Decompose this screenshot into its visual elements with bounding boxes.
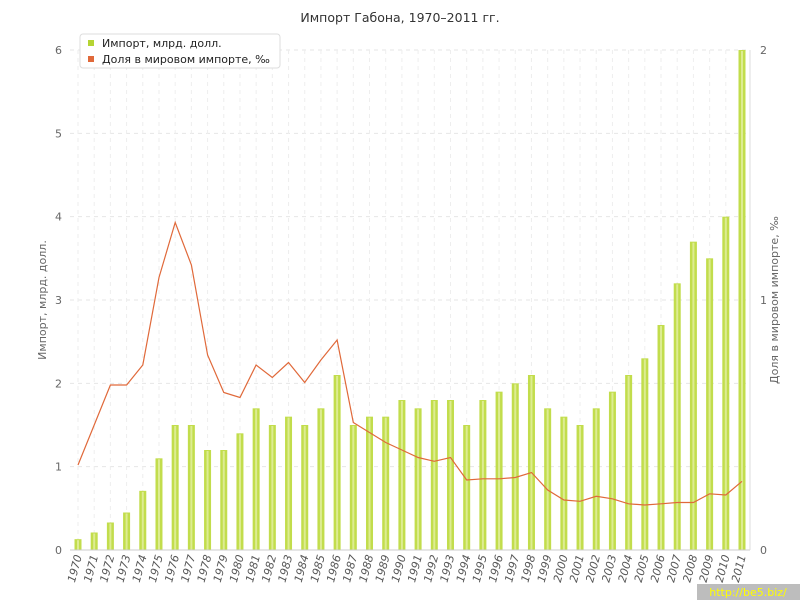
bar-highlight — [724, 217, 727, 550]
watermark-text: http://be5.biz/ — [709, 586, 787, 599]
legend-swatch-line — [88, 56, 94, 62]
bar-highlight — [125, 513, 128, 550]
bar-highlight — [157, 459, 160, 550]
bar-highlight — [109, 523, 112, 550]
bar-highlight — [692, 242, 695, 550]
bar-highlight — [352, 426, 355, 550]
bar-highlight — [287, 417, 290, 550]
bar-highlight — [708, 259, 711, 550]
y-tick-label: 3 — [55, 294, 62, 307]
y2-tick-label: 2 — [760, 44, 767, 57]
bar-series — [74, 50, 746, 550]
legend-swatch-bar — [88, 40, 94, 46]
y-tick-label: 6 — [55, 44, 62, 57]
bar-highlight — [238, 434, 241, 550]
bar-highlight — [206, 451, 209, 550]
bar-highlight — [595, 409, 598, 550]
y-tick-label: 0 — [55, 544, 62, 557]
bar-highlight — [449, 401, 452, 550]
legend-label-import: Импорт, млрд. долл. — [102, 37, 222, 50]
bar-highlight — [141, 491, 144, 550]
bar-highlight — [530, 376, 533, 550]
share-line — [77, 220, 743, 506]
y2-tick-labels: 0 1 2 — [760, 44, 767, 557]
legend-box — [79, 33, 281, 69]
bar-highlight — [546, 409, 549, 550]
bar-highlight — [611, 392, 614, 550]
x-tick-labels: 1970197119721973197419751976197719781979… — [65, 553, 749, 583]
watermark-background — [697, 584, 800, 600]
y-tick-label: 1 — [55, 461, 62, 474]
bar-highlight — [481, 401, 484, 550]
bar-highlight — [222, 451, 225, 550]
watermark: http://be5.biz/ — [697, 584, 800, 600]
bar-highlight — [174, 426, 177, 550]
bar-highlight — [319, 409, 322, 550]
bar-highlight — [303, 426, 306, 550]
bar-highlight — [336, 376, 339, 550]
bar-highlight — [660, 326, 663, 550]
bar-highlight — [190, 426, 193, 550]
legend-label-share: Доля в мировом импорте, ‰ — [102, 53, 270, 66]
y-axis-title: Импорт, млрд. долл. — [36, 240, 49, 360]
y-tick-label: 2 — [55, 377, 62, 390]
bar-highlight — [417, 409, 420, 550]
line-series — [77, 220, 743, 506]
bar-highlight — [498, 392, 501, 550]
bar-highlight — [627, 376, 630, 550]
bar-highlight — [271, 426, 274, 550]
y-tick-label: 4 — [55, 211, 62, 224]
bar-highlight — [514, 384, 517, 550]
bar-highlight — [255, 409, 258, 550]
bar-highlight — [93, 533, 96, 550]
y2-tick-label: 1 — [760, 294, 767, 307]
bar-highlight — [465, 426, 468, 550]
y2-tick-label: 0 — [760, 544, 767, 557]
bar-highlight — [384, 417, 387, 550]
chart-title: Импорт Габона, 1970–2011 гг. — [300, 10, 499, 25]
bar-highlight — [400, 401, 403, 550]
bar-highlight — [77, 540, 79, 550]
bar-highlight — [741, 51, 743, 550]
y-tick-labels: 0 1 2 3 4 5 6 — [55, 44, 62, 557]
bar-highlight — [579, 426, 582, 550]
legend: Импорт, млрд. долл. Доля в мировом импор… — [79, 33, 281, 69]
bar-highlight — [562, 417, 565, 550]
y2-axis-title: Доля в мировом импорте, ‰ — [768, 216, 781, 384]
y-tick-label: 5 — [55, 127, 62, 140]
bar-highlight — [676, 284, 679, 550]
bar-highlight — [643, 359, 646, 550]
bar-highlight — [433, 401, 436, 550]
axes — [70, 50, 751, 551]
bar-highlight — [368, 417, 371, 550]
